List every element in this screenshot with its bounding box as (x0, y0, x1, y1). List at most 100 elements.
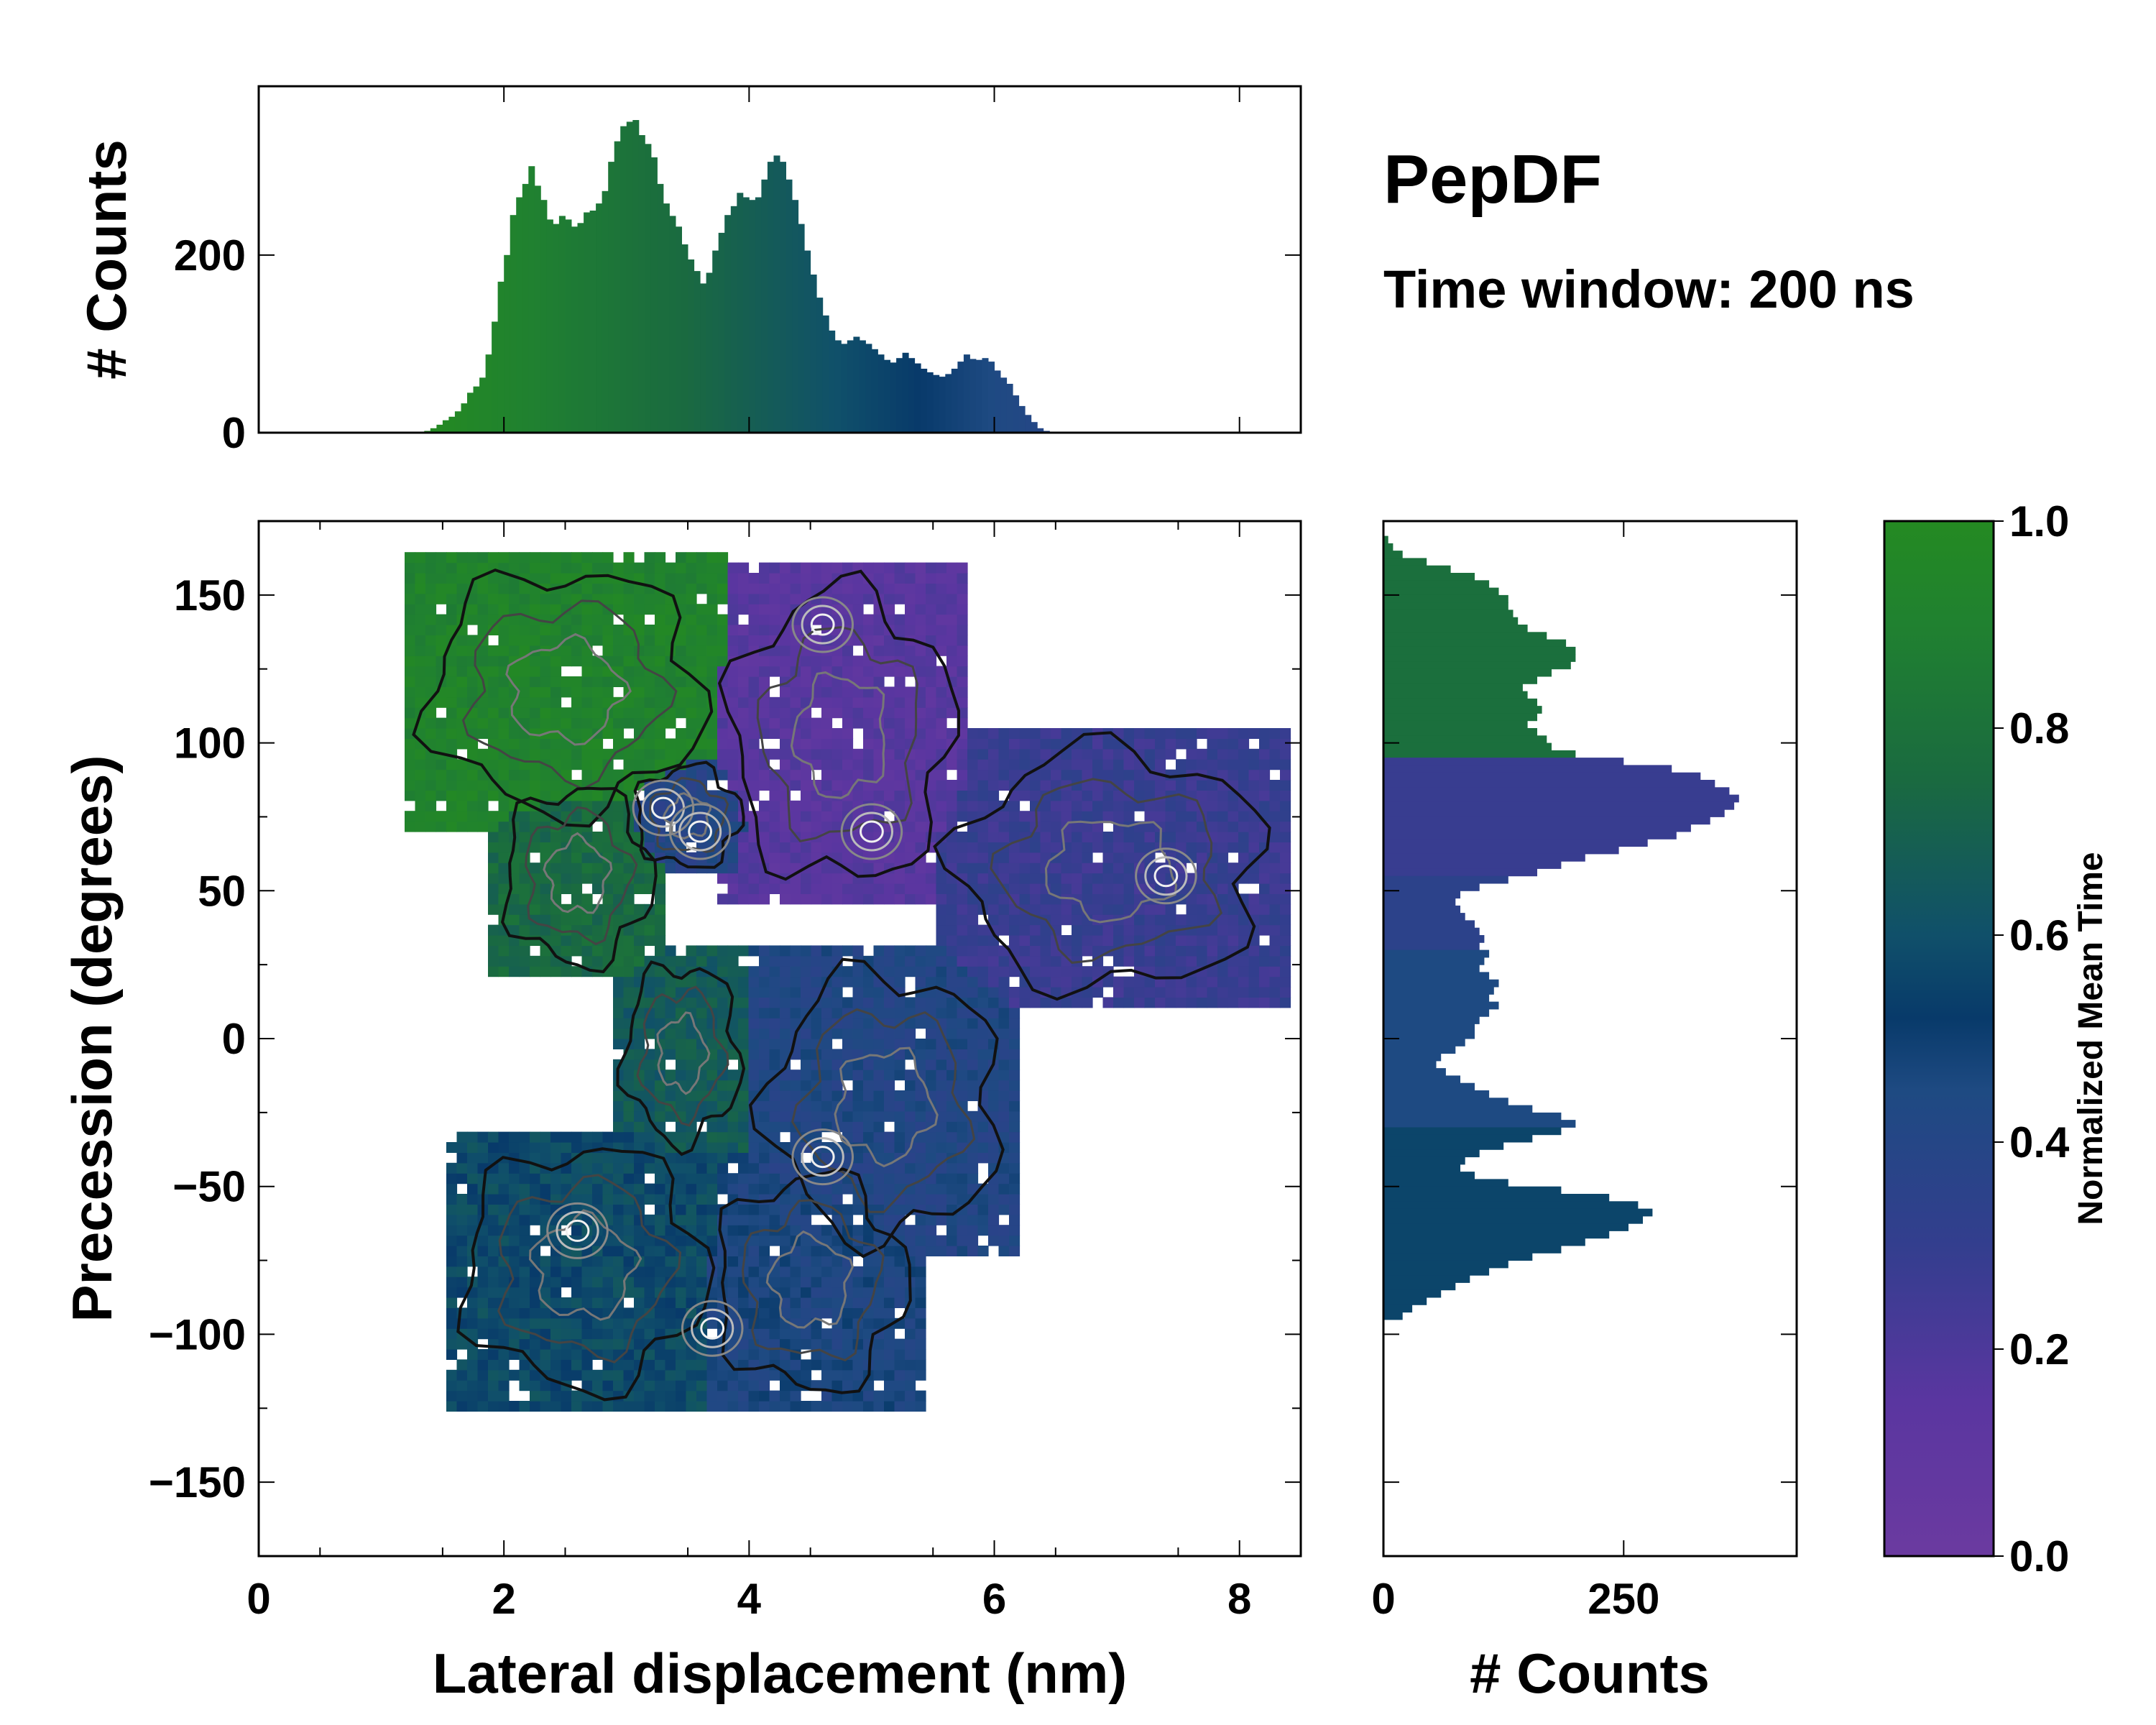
heatmap-cell (519, 593, 530, 604)
heatmap-cell (988, 883, 1000, 894)
heatmap-cell (936, 1131, 947, 1143)
heatmap-cell (1248, 903, 1260, 915)
heatmap-cell (717, 862, 729, 874)
heatmap-cell (988, 842, 1000, 853)
heatmap-cell (676, 1162, 687, 1174)
heatmap-cell (852, 707, 864, 719)
heatmap-cell (748, 1173, 760, 1184)
heatmap-cell (873, 573, 885, 584)
heatmap-cell (831, 1080, 843, 1091)
heatmap-cell (1051, 955, 1062, 967)
heatmap-cell (676, 1028, 687, 1039)
heatmap-cell (634, 924, 645, 936)
heatmap-cell (686, 976, 697, 988)
heatmap-cell (488, 955, 499, 967)
heatmap-cell (561, 686, 572, 698)
heatmap-cell (561, 759, 572, 770)
heatmap-cell (905, 593, 916, 604)
top-histogram-bars (424, 120, 1050, 433)
heatmap-cell (581, 945, 593, 957)
heatmap-cell (873, 562, 885, 574)
heatmap-cell (811, 1256, 822, 1267)
heatmap-cell (915, 1390, 926, 1402)
heatmap-cell (926, 1070, 937, 1081)
heatmap-cell (644, 1266, 655, 1277)
heatmap-cell (748, 873, 760, 884)
top-hist-bar (602, 190, 609, 433)
heatmap-cell (561, 966, 572, 978)
heatmap-cell (488, 966, 499, 978)
heatmap-cell (540, 573, 551, 584)
heatmap-cell (811, 800, 822, 811)
heatmap-cell (957, 1173, 968, 1184)
heatmap-cell (1238, 811, 1250, 822)
heatmap-cell (665, 717, 676, 729)
right-hist-bar (1383, 957, 1485, 965)
heatmap-cell (592, 1256, 604, 1267)
heatmap-cell (759, 1100, 770, 1112)
heatmap-cell (550, 552, 562, 564)
heatmap-cell (748, 728, 760, 739)
heatmap-cell (540, 686, 551, 698)
heatmap-cell (655, 656, 666, 667)
heatmap-cell (905, 997, 916, 1008)
heatmap-cell (1155, 780, 1166, 791)
heatmap-cell (1019, 997, 1031, 1008)
heatmap-cell (738, 593, 750, 604)
heatmap-cell (1207, 738, 1218, 750)
heatmap-cell (1009, 1080, 1021, 1091)
heatmap-cell (446, 1194, 458, 1205)
heatmap-cell (801, 883, 812, 894)
heatmap-cell (540, 903, 551, 915)
heatmap-cell (592, 1235, 604, 1246)
heatmap-cell (634, 955, 645, 967)
heatmap-cell (446, 707, 458, 719)
heatmap-cell (998, 1246, 1010, 1256)
heatmap-cell (759, 1110, 770, 1122)
heatmap-cell (852, 656, 864, 667)
heatmap-cell (488, 862, 499, 874)
heatmap-cell (957, 976, 968, 988)
heatmap-cell (425, 593, 437, 604)
heatmap-cell (634, 1287, 645, 1298)
heatmap-cell (676, 1246, 687, 1256)
heatmap-cell (623, 593, 635, 604)
heatmap-cell (1144, 780, 1156, 791)
heatmap-cell (665, 1380, 676, 1392)
top-hist-bar (939, 377, 946, 433)
heatmap-cell (759, 1121, 770, 1133)
heatmap-cell (967, 987, 979, 998)
heatmap-cell (905, 852, 916, 863)
heatmap-cell (634, 625, 645, 635)
heatmap-cell (581, 686, 593, 698)
heatmap-cell (780, 821, 791, 832)
heatmap-cell (905, 1110, 916, 1122)
heatmap-cell (706, 1183, 718, 1195)
heatmap-cell (915, 1039, 926, 1049)
heatmap-cell (644, 1317, 655, 1329)
heatmap-cell (696, 583, 708, 594)
heatmap-cell (696, 1173, 708, 1184)
heatmap-cell (831, 1380, 843, 1392)
heatmap-cell (550, 738, 562, 750)
heatmap-cell (769, 583, 780, 594)
top-hist-bar (608, 162, 615, 433)
heatmap-cell (613, 625, 625, 635)
heatmap-cell (613, 717, 625, 729)
heatmap-cell (769, 1152, 780, 1164)
heatmap-cell (571, 852, 583, 863)
heatmap-cell (1186, 759, 1197, 770)
heatmap-cell (1238, 832, 1250, 842)
top-y-tick-label: 200 (174, 231, 246, 280)
heatmap-cell (644, 738, 655, 750)
top-hist-bar (871, 349, 878, 433)
heatmap-cell (550, 707, 562, 719)
heatmap-cell (831, 1007, 843, 1018)
top-hist-bar (926, 372, 934, 433)
heatmap-cell (1197, 842, 1208, 853)
heatmap-cell (456, 769, 468, 781)
heatmap-cell (957, 573, 968, 584)
heatmap-cell (436, 573, 447, 584)
heatmap-cell (1102, 738, 1114, 750)
heatmap-cell (550, 1328, 562, 1340)
